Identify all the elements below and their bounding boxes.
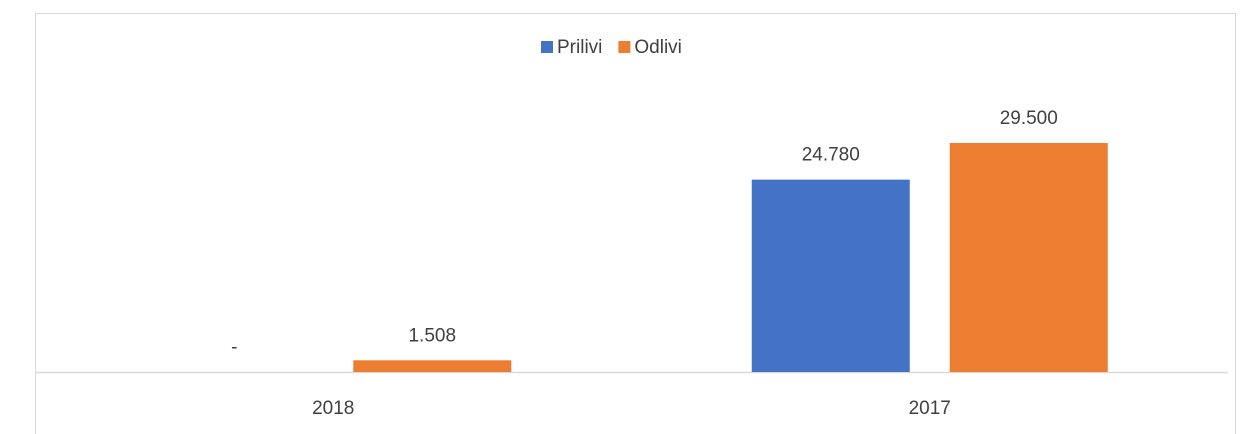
x-tick-label: 2018 xyxy=(312,398,354,419)
data-label: 29.500 xyxy=(1000,108,1058,129)
data-label: 1.508 xyxy=(408,325,456,346)
bar xyxy=(949,143,1108,372)
legend-label: Prilivi xyxy=(557,37,602,58)
data-label: 24.780 xyxy=(802,145,860,166)
data-label: - xyxy=(231,337,237,358)
x-tick-label: 2017 xyxy=(909,398,951,419)
bar xyxy=(751,179,910,372)
legend-label: Odlivi xyxy=(634,37,682,58)
legend-swatch xyxy=(618,41,631,53)
bar xyxy=(353,360,512,372)
legend-swatch xyxy=(541,41,553,53)
